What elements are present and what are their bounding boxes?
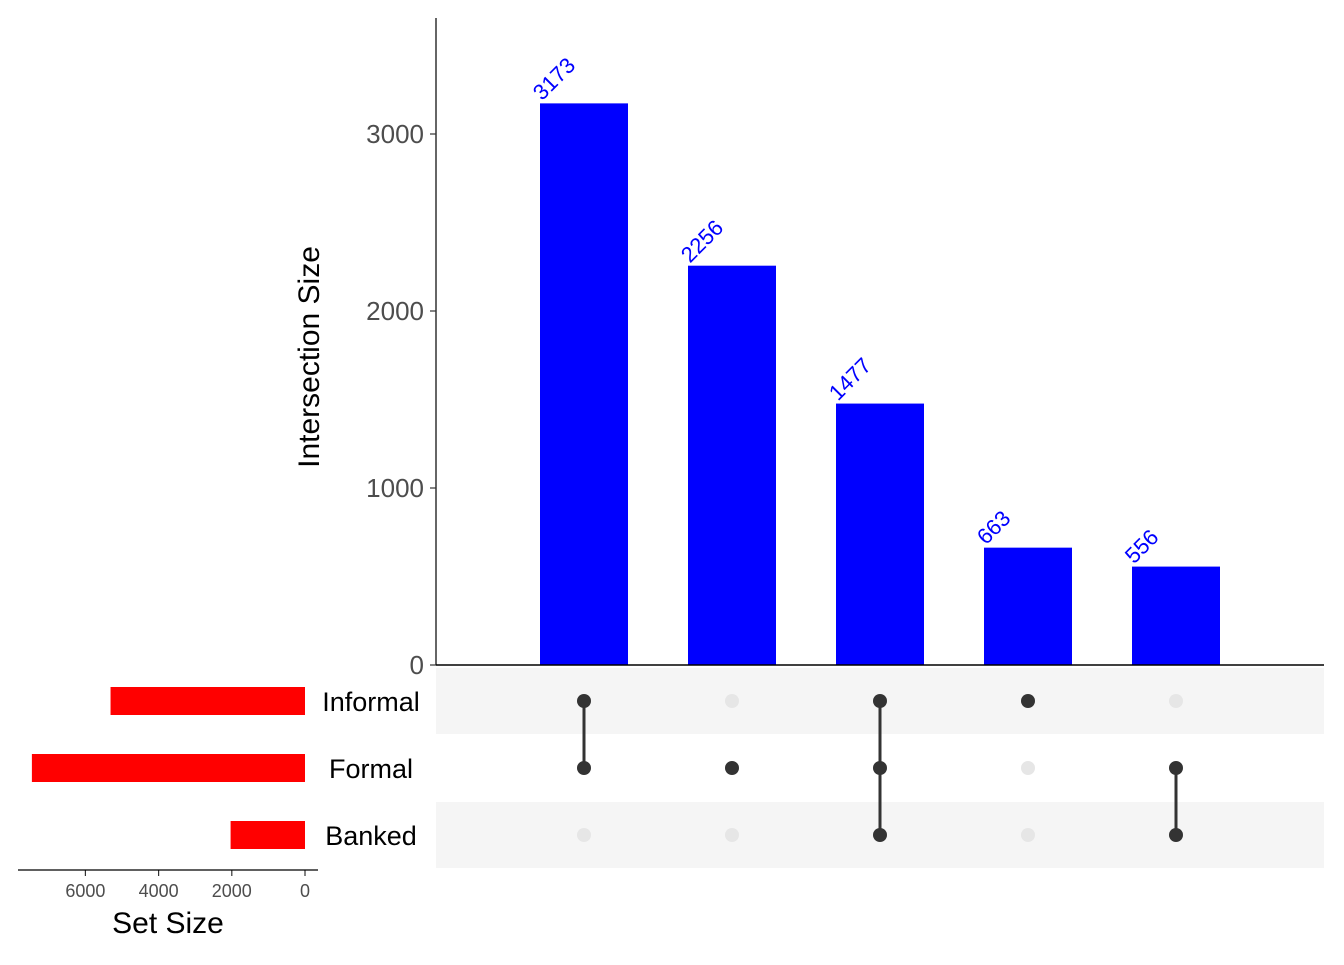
y-tick-label: 0 [410,650,424,680]
set-name-label: Banked [325,821,417,851]
set-size-label: Set Size [112,907,224,940]
intersection-bars: 3173 2256 1477 663 556 [528,53,1220,665]
matrix-dot-active [577,694,591,708]
set-size-tick-label: 2000 [212,881,252,901]
matrix-dot-inactive [1021,828,1035,842]
matrix-dot-inactive [725,828,739,842]
intersection-bar [540,103,628,665]
intersection-bar [688,265,776,665]
matrix [577,694,1183,842]
matrix-dot-active [873,761,887,775]
matrix-dot-active [1021,694,1035,708]
set-size-bar [31,754,305,782]
y-tick-label: 1000 [366,473,424,503]
intersection-bar [836,403,924,665]
matrix-dot-active [873,828,887,842]
matrix-dot-inactive [577,828,591,842]
matrix-dot-active [725,761,739,775]
matrix-dot-active [1169,761,1183,775]
matrix-dot-inactive [725,694,739,708]
y-tick-label: 3000 [366,119,424,149]
matrix-dot-inactive [1169,694,1183,708]
matrix-dot-active [1169,828,1183,842]
intersection-y-axis: 0 1000 2000 3000 [366,18,1324,680]
set-size-bar [230,821,305,849]
set-size-tick-label: 6000 [65,881,105,901]
set-size-bar [110,687,306,715]
bar-value-label: 2256 [676,215,728,267]
intersection-y-label: Intersection Size [293,246,326,468]
set-name-label: Informal [322,687,420,717]
bar-value-label: 556 [1120,524,1164,568]
bar-value-label: 663 [972,506,1016,550]
matrix-dot-active [873,694,887,708]
intersection-bar [984,547,1072,665]
set-size-bars: Informal Formal Banked 6000 4000 2000 0 [31,687,420,901]
set-size-tick-label: 4000 [139,881,179,901]
bar-value-label: 1477 [824,353,876,405]
matrix-dot-inactive [1021,761,1035,775]
set-name-label: Formal [329,754,413,784]
intersection-bar [1132,566,1220,665]
set-size-tick-label: 0 [300,881,310,901]
y-tick-label: 2000 [366,296,424,326]
bar-value-label: 3173 [528,53,580,105]
matrix-dot-active [577,761,591,775]
